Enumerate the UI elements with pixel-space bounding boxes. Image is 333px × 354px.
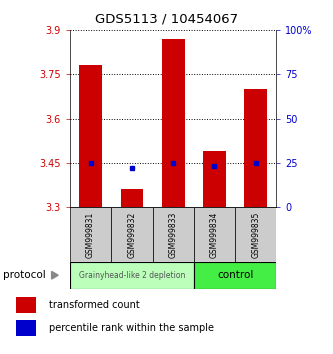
Text: Grainyhead-like 2 depletion: Grainyhead-like 2 depletion	[79, 271, 185, 280]
Bar	[244, 89, 267, 207]
Text: control: control	[217, 270, 253, 280]
Bar	[16, 320, 36, 336]
Text: GDS5113 / 10454067: GDS5113 / 10454067	[95, 12, 238, 25]
Text: GSM999832: GSM999832	[127, 211, 137, 258]
Bar	[203, 151, 226, 207]
Bar	[79, 65, 102, 207]
Bar	[194, 207, 235, 262]
Bar	[16, 297, 36, 313]
Text: protocol: protocol	[3, 270, 46, 280]
Text: GSM999834: GSM999834	[210, 211, 219, 258]
Text: GSM999833: GSM999833	[168, 211, 178, 258]
Bar	[162, 39, 184, 207]
Text: transformed count: transformed count	[49, 300, 140, 310]
Bar	[70, 207, 111, 262]
Bar	[153, 207, 194, 262]
Text: GSM999831: GSM999831	[86, 211, 95, 258]
Text: percentile rank within the sample: percentile rank within the sample	[49, 323, 214, 333]
Bar	[235, 207, 276, 262]
Bar	[121, 189, 143, 207]
Polygon shape	[52, 272, 58, 279]
Bar	[70, 262, 194, 289]
Bar	[111, 207, 153, 262]
Bar	[194, 262, 276, 289]
Text: GSM999835: GSM999835	[251, 211, 260, 258]
